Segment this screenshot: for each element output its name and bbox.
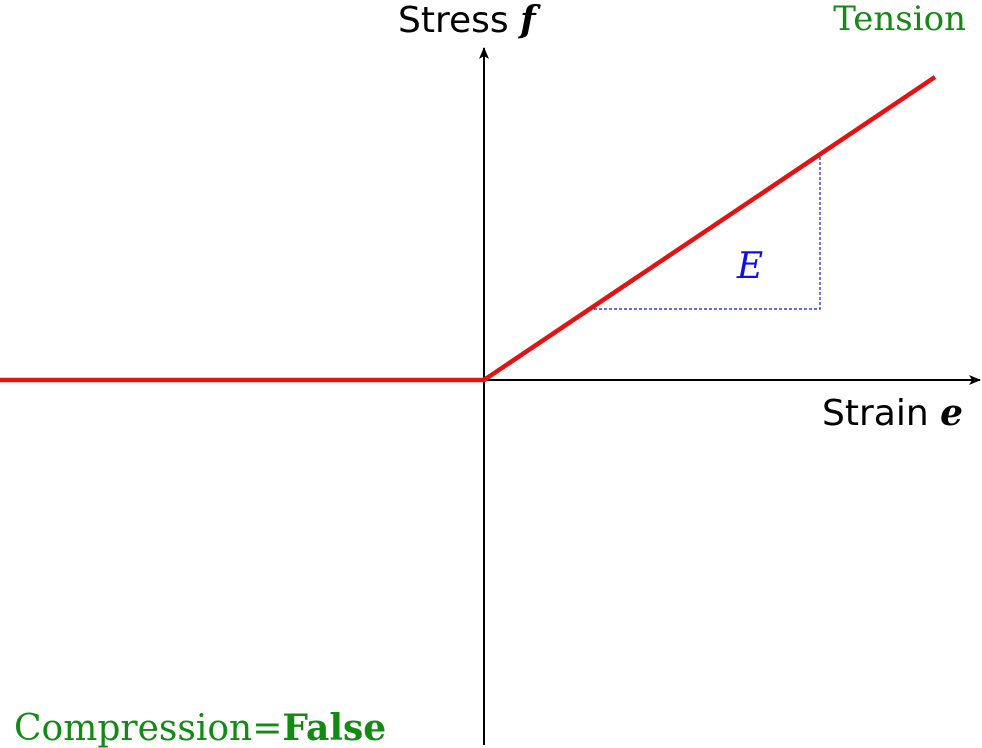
- y-axis-symbol: f: [517, 0, 541, 41]
- slope-triangle: [594, 157, 821, 310]
- x-axis-label: Strain e: [822, 392, 963, 434]
- slope-label: E: [736, 246, 763, 287]
- compression-value: False: [282, 707, 386, 748]
- compression-key: Compression=: [14, 708, 282, 748]
- x-axis-symbol: e: [940, 392, 963, 434]
- x-axis-title: Strain: [822, 393, 929, 434]
- stress-strain-curve: [0, 75, 937, 383]
- y-axis-title: Stress: [398, 0, 509, 41]
- y-axis-label: Stress f: [398, 0, 541, 41]
- compression-label: Compression=False: [14, 707, 386, 748]
- tension-label: Tension: [833, 0, 966, 39]
